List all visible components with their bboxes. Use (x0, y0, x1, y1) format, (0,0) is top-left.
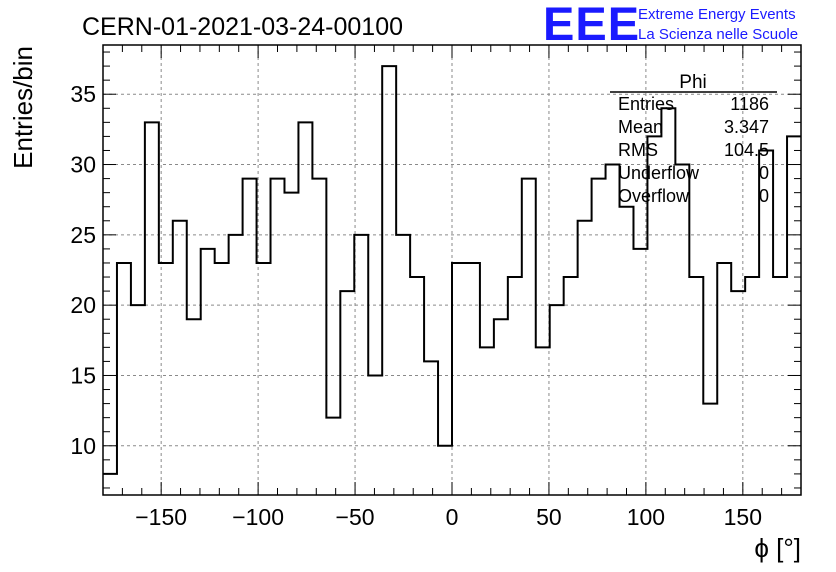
histogram-bin (452, 263, 466, 495)
histogram-bin (717, 263, 731, 495)
x-axis-label: ϕ [°] (754, 533, 801, 563)
stats-box-rows: Entries 1186 Mean 3.347 RMS 104.5 Underflow 0 Ov… (618, 94, 769, 206)
histogram-bin (578, 221, 592, 495)
run-title: CERN-01-2021-03-24-00100 (82, 13, 403, 41)
histogram-bin (438, 446, 452, 495)
histogram-bin (229, 235, 243, 495)
histogram-bin (620, 207, 634, 495)
histogram-bin (410, 277, 424, 495)
y-tick-label: 20 (70, 292, 96, 318)
x-tick-label: 150 (724, 504, 762, 530)
eee-logo: EEE (543, 0, 640, 50)
histogram-bin (382, 66, 396, 495)
histogram-bin (340, 291, 354, 495)
x-tick-label: 100 (627, 504, 665, 530)
histogram-bin (675, 165, 689, 495)
y-tick-label: 15 (70, 362, 96, 388)
histogram-bin (145, 122, 159, 495)
histogram-bin (284, 193, 298, 495)
histogram-bin (215, 263, 229, 495)
y-tick-label: 25 (70, 222, 96, 248)
histogram-bin (633, 249, 647, 495)
histogram-bin (271, 179, 285, 495)
stats-row-label: Mean (618, 117, 663, 137)
y-tick-label: 10 (70, 433, 96, 459)
y-axis-label: Entries/bin (8, 46, 38, 169)
x-tick-label: 0 (446, 504, 459, 530)
stats-row-value: 1186 (730, 94, 769, 114)
histogram-bin (564, 277, 578, 495)
histogram-bin (326, 418, 340, 495)
histogram-bin (243, 179, 257, 495)
histogram-bin (745, 277, 759, 495)
histogram-bin (773, 277, 787, 495)
histogram-bin (508, 277, 522, 495)
stats-row-label: RMS (618, 140, 658, 160)
histogram-bin (131, 305, 145, 495)
stats-box: Phi Entries 1186 Mean 3.347 RMS 104.5 Underflo… (610, 72, 777, 206)
histogram-bins (103, 65, 801, 495)
stats-row-value: 3.347 (724, 117, 769, 137)
histogram-bin (396, 235, 410, 495)
histogram-bin (787, 136, 801, 495)
eee-logo-line2: La Scienza nelle Scuole (638, 26, 798, 43)
stats-row-label: Underflow (618, 163, 700, 183)
tick-labels: −150 −100 −50 0 50 100 150 10 15 20 25 30 35 (70, 81, 762, 530)
stats-row-label: Overflow (618, 186, 690, 206)
stats-row-label: Entries (618, 94, 674, 114)
stats-box-title: Phi (679, 72, 706, 93)
histogram-outline (103, 65, 801, 475)
x-tick-label: −50 (336, 504, 375, 530)
x-tick-label: −150 (135, 504, 187, 530)
stats-row-value: 0 (759, 163, 769, 183)
histogram-bin (703, 404, 717, 495)
y-tick-label: 35 (70, 81, 96, 107)
histogram-bin (550, 305, 564, 495)
histogram-bin (354, 235, 368, 495)
histogram-bin (480, 347, 494, 495)
histogram-bin (298, 122, 312, 495)
y-tick-label: 30 (70, 152, 96, 178)
histogram-bin (159, 263, 173, 495)
eee-logo-line1: Extreme Energy Events (638, 6, 796, 23)
x-tick-label: −100 (232, 504, 284, 530)
histogram-bin (117, 263, 131, 495)
histogram-bin (312, 179, 326, 495)
histogram-bin (368, 375, 382, 495)
histogram-bin (606, 165, 620, 495)
histogram-bin (424, 361, 438, 495)
histogram-bin (466, 263, 480, 495)
histogram-bin (257, 263, 271, 495)
histogram-bin (522, 179, 536, 495)
histogram-bin (201, 249, 215, 495)
histogram-bin (536, 347, 550, 495)
histogram-bin (187, 319, 201, 495)
stats-row-value: 104.5 (724, 140, 769, 160)
histogram-bin (103, 474, 117, 495)
stats-row-value: 0 (759, 186, 769, 206)
axes (102, 44, 802, 496)
x-tick-label: 50 (536, 504, 562, 530)
histogram-bin (494, 319, 508, 495)
histogram-bin (689, 277, 703, 495)
histogram-bin (731, 291, 745, 495)
histogram-bin (592, 179, 606, 495)
histogram-bin (173, 221, 187, 495)
